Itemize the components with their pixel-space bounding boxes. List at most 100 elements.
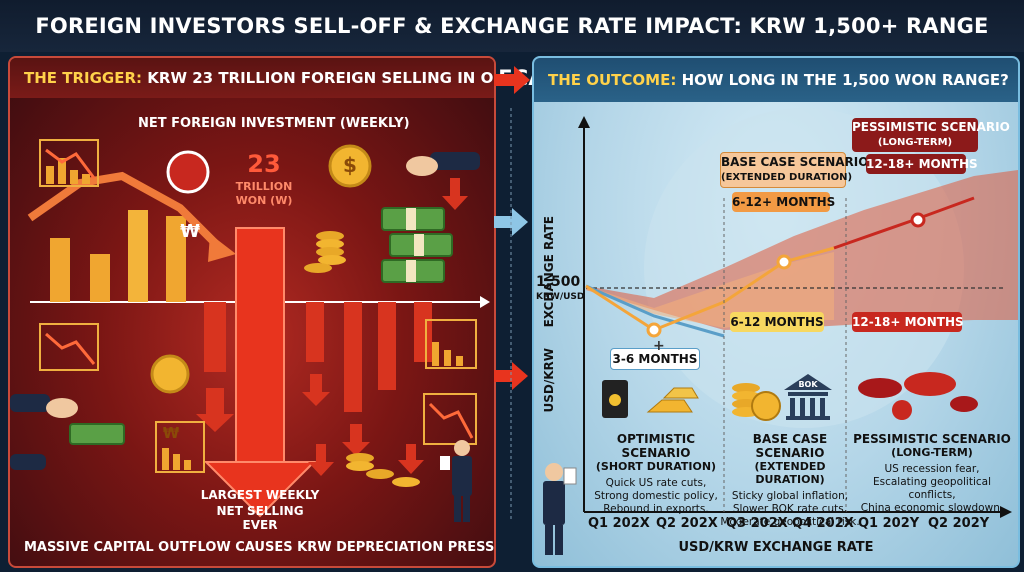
plus-sign: + xyxy=(653,338,665,354)
small-down-arrow xyxy=(442,178,468,210)
bar-positive xyxy=(90,254,110,302)
bar-negative xyxy=(378,302,396,390)
caption-line-1: LARGEST WEEKLY xyxy=(200,488,320,502)
pess-tag-line-1: PESSIMISTIC SCENARIO xyxy=(852,120,1010,134)
scenario-line: Sticky global inflation, xyxy=(731,490,849,502)
small-down-arrow xyxy=(398,444,424,474)
trend-down-arrow xyxy=(27,171,223,251)
bar-negative xyxy=(344,302,362,412)
trigger-illustration xyxy=(10,139,490,522)
scenario-base: BASE CASE SCENARIO (EXTENDED DURATION) S… xyxy=(720,432,860,529)
coin-stack-icon xyxy=(304,231,346,273)
base-tag-line-2: (EXTENDED DURATION) xyxy=(721,172,853,183)
net-investment-label: NET FOREIGN INVESTMENT (WEEKLY) xyxy=(138,116,410,131)
scenario-subtitle: (LONG-TERM) xyxy=(891,446,973,459)
bar-negative xyxy=(306,302,324,362)
bank-label: BOK xyxy=(798,380,818,389)
world-map-icon xyxy=(858,372,978,420)
small-down-arrow xyxy=(342,424,370,456)
coin-stack-icon xyxy=(732,383,781,421)
mini-chart-icon xyxy=(155,421,205,473)
pessimistic-tag: PESSIMISTIC SCENARIO (LONG-TERM) xyxy=(852,118,1010,152)
bar-positive xyxy=(166,216,186,302)
won-coin-symbol-text: ₩ xyxy=(162,424,180,442)
axis-arrowhead xyxy=(480,296,490,308)
base-marker xyxy=(776,254,792,270)
businessman-icon xyxy=(440,440,472,522)
won-coin-icon xyxy=(150,354,190,394)
coin-stack-icon xyxy=(346,453,420,487)
y-axis-label-bottom: USD/KRW xyxy=(542,348,556,413)
pessimistic-band xyxy=(586,170,1018,330)
quarter-label: Q3 202X xyxy=(726,516,788,531)
scenario-subtitle: (EXTENDED DURATION) xyxy=(754,460,826,486)
mini-chart-icon xyxy=(425,319,477,369)
outcome-header-text: HOW LONG IN THE 1,500 WON RANGE? xyxy=(681,71,1009,89)
scenario-line: Escalating geopolitical conflicts, xyxy=(873,476,991,501)
trigger-header-text: KRW 23 TRILLION FOREIGN SELLING IN ONE W… xyxy=(147,69,494,87)
connector-arrow-bottom xyxy=(494,362,528,390)
pessimistic-marker xyxy=(910,212,926,228)
mini-chart-icon xyxy=(39,323,99,371)
scenario-line: Quick US rate cuts, xyxy=(605,477,707,489)
quarter-label: Q2 202X xyxy=(656,516,718,531)
scenario-pessimistic: PESSIMISTIC SCENARIO (LONG-TERM) US rece… xyxy=(852,432,1012,515)
bar-negative xyxy=(414,302,432,362)
gold-bars-icon xyxy=(646,387,699,413)
scenario-line: Slower BOK rate cuts, xyxy=(732,503,848,515)
bar-positive xyxy=(50,238,70,302)
y-axis-arrowhead xyxy=(578,116,590,128)
outcome-header: THE OUTCOME: HOW LONG IN THE 1,500 WON R… xyxy=(534,58,1018,102)
forecast-chart xyxy=(543,108,1018,555)
duration-pill-12-18-plus-top: 12-18+ MONTHS xyxy=(866,154,978,174)
duration-pill-3-6: 3-6 MONTHS xyxy=(610,348,700,370)
trigger-header-prefix: THE TRIGGER: xyxy=(24,69,143,87)
quarter-label: Q4 202X xyxy=(792,516,854,531)
scenario-line: Strong domestic policy, xyxy=(594,490,718,502)
bank-building-icon xyxy=(784,374,832,420)
outcome-header-prefix: THE OUTCOME: xyxy=(548,71,677,89)
big-number: 23 xyxy=(247,150,281,178)
duration-pill-6-12: 6-12 MONTHS xyxy=(730,312,824,332)
dollar-symbol-text: $ xyxy=(343,153,357,177)
scenario-title: BASE CASE SCENARIO xyxy=(752,432,828,460)
small-down-arrow xyxy=(308,444,334,476)
trigger-panel: THE TRIGGER: KRW 23 TRILLION FOREIGN SEL… xyxy=(8,56,496,568)
pess-tag-line-2: (LONG-TERM) xyxy=(877,137,953,148)
level-value: 1,500 xyxy=(536,274,581,290)
base-case-tag: BASE CASE SCENARIO (EXTENDED DURATION) xyxy=(720,152,868,188)
trend-arrowhead xyxy=(208,234,236,262)
giant-arrowhead xyxy=(203,461,317,518)
mini-chart-icon xyxy=(39,139,99,187)
big-unit-1: TRILLION xyxy=(235,180,293,193)
optimistic-marker xyxy=(646,322,662,338)
quarter-label: Q1 202Y xyxy=(858,516,920,531)
bar-positive xyxy=(128,210,148,302)
trigger-header: THE TRIGGER: KRW 23 TRILLION FOREIGN SEL… xyxy=(10,58,494,98)
mini-chart-icon xyxy=(423,393,477,445)
oil-barrel-icon xyxy=(602,380,628,418)
small-down-arrow xyxy=(302,374,330,406)
cash-stack-icon xyxy=(381,207,453,283)
hand-with-cash-icon xyxy=(10,394,125,470)
page-title: FOREIGN INVESTORS SELL-OFF & EXCHANGE RA… xyxy=(0,0,1024,90)
businessman-icon xyxy=(543,463,577,555)
x-axis-arrowhead xyxy=(1000,506,1012,518)
quarter-label: Q2 202Y xyxy=(928,516,990,531)
scenario-line: Rebound in exports. xyxy=(603,503,709,515)
connector-arrow-mid xyxy=(494,208,528,236)
trigger-footer: MASSIVE CAPITAL OUTFLOW CAUSES KRW DEPRE… xyxy=(24,540,496,555)
duration-pill-12-18-plus-mid: 12-18+ MONTHS xyxy=(852,312,964,332)
dollar-coin-icon xyxy=(328,144,372,188)
duration-pill-6-12-plus: 6-12+ MONTHS xyxy=(732,192,835,212)
scenario-line: Moderate geopolitical risk. xyxy=(720,516,860,528)
caption-line-2: NET SELLING EVER xyxy=(216,504,304,532)
won-symbol-text: ₩ xyxy=(180,221,200,242)
optimistic-line xyxy=(585,284,725,338)
won-coin-icon xyxy=(166,150,210,194)
giant-down-arrow xyxy=(235,227,285,467)
small-down-arrow xyxy=(196,388,234,432)
quarter-label: Q1 202X xyxy=(588,516,650,531)
level-unit: KRW/USD xyxy=(536,292,585,302)
hand-icon xyxy=(406,152,480,176)
